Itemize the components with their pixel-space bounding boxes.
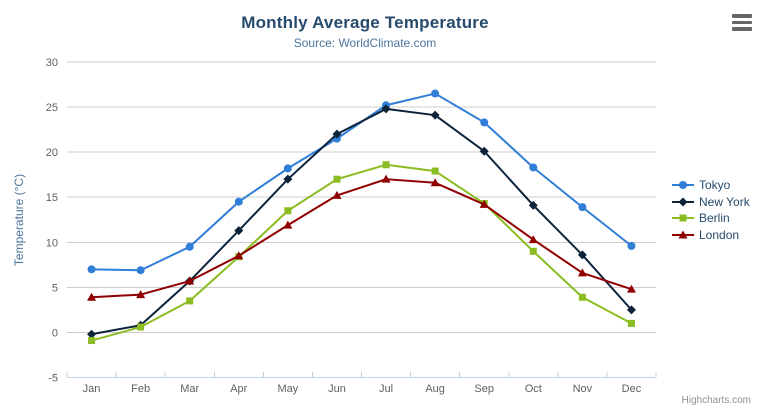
data-point-tokyo[interactable] bbox=[578, 203, 587, 212]
legend-label: Berlin bbox=[699, 211, 730, 226]
triangle-marker-icon bbox=[672, 230, 694, 239]
data-point-tokyo[interactable] bbox=[87, 265, 96, 274]
data-point-london[interactable] bbox=[283, 220, 293, 229]
data-point-london[interactable] bbox=[381, 174, 391, 183]
data-point-new-york[interactable] bbox=[479, 146, 489, 156]
y-axis-label: 20 bbox=[46, 147, 58, 159]
series-london bbox=[87, 174, 636, 301]
data-point-new-york[interactable] bbox=[430, 110, 440, 120]
data-point-tokyo[interactable] bbox=[627, 241, 636, 250]
y-axis-label: 25 bbox=[46, 102, 58, 114]
diamond-marker-icon bbox=[672, 197, 694, 207]
x-axis-label: Apr bbox=[230, 383, 247, 395]
legend-item-tokyo[interactable]: Tokyo bbox=[672, 177, 750, 194]
x-axis-label: Sep bbox=[474, 383, 494, 395]
diamond-marker-glyph bbox=[678, 197, 688, 207]
data-point-new-york[interactable] bbox=[332, 129, 342, 139]
hamburger-icon bbox=[732, 27, 752, 31]
y-axis-label: 0 bbox=[52, 327, 58, 339]
data-point-new-york[interactable] bbox=[626, 305, 636, 315]
hamburger-icon bbox=[732, 20, 752, 24]
data-point-tokyo[interactable] bbox=[234, 197, 243, 206]
data-point-london[interactable] bbox=[430, 178, 440, 187]
x-axis-label: Jul bbox=[379, 383, 393, 395]
data-point-london[interactable] bbox=[479, 199, 489, 208]
y-axis-label: 10 bbox=[46, 237, 58, 249]
y-axis-title: Temperature (°C) bbox=[12, 173, 26, 267]
x-axis-label: Aug bbox=[425, 383, 445, 395]
data-point-new-york[interactable] bbox=[87, 329, 97, 339]
square-marker-glyph bbox=[679, 214, 687, 222]
data-point-berlin[interactable] bbox=[186, 297, 194, 305]
x-axis-label: May bbox=[277, 383, 298, 395]
highcharts-credit-link[interactable]: Highcharts.com bbox=[681, 395, 751, 406]
data-point-berlin[interactable] bbox=[284, 207, 292, 215]
data-point-london[interactable] bbox=[577, 268, 587, 277]
data-point-london[interactable] bbox=[185, 276, 195, 285]
data-point-tokyo[interactable] bbox=[136, 266, 145, 275]
data-point-berlin[interactable] bbox=[529, 247, 537, 255]
legend-label: Tokyo bbox=[699, 178, 731, 193]
legend-item-new-york[interactable]: New York bbox=[672, 194, 750, 211]
x-axis-label: Jan bbox=[83, 383, 101, 395]
data-point-berlin[interactable] bbox=[137, 323, 145, 331]
data-point-london[interactable] bbox=[136, 290, 146, 299]
x-axis-label: Dec bbox=[622, 383, 642, 395]
legend-item-london[interactable]: London bbox=[672, 227, 750, 244]
data-point-berlin[interactable] bbox=[627, 319, 635, 327]
data-point-tokyo[interactable] bbox=[480, 118, 489, 127]
circle-marker-glyph bbox=[679, 181, 687, 190]
data-point-tokyo[interactable] bbox=[185, 242, 194, 251]
data-point-london[interactable] bbox=[234, 251, 244, 260]
legend: Tokyo New York Berlin London bbox=[672, 177, 750, 243]
context-menu-button[interactable] bbox=[728, 10, 756, 34]
x-axis-label: Mar bbox=[180, 383, 199, 395]
data-point-london[interactable] bbox=[626, 284, 636, 293]
data-point-tokyo[interactable] bbox=[529, 163, 538, 172]
series-line-berlin bbox=[90, 163, 633, 342]
series-tokyo bbox=[87, 89, 636, 275]
data-point-berlin[interactable] bbox=[382, 161, 390, 169]
square-marker-icon bbox=[672, 214, 694, 222]
x-axis-label: Nov bbox=[573, 383, 593, 395]
legend-item-berlin[interactable]: Berlin bbox=[672, 210, 750, 227]
y-axis-label: 30 bbox=[46, 57, 58, 69]
data-point-berlin[interactable] bbox=[578, 293, 586, 301]
y-axis-label: 15 bbox=[46, 192, 58, 204]
x-axis-label: Feb bbox=[131, 383, 150, 395]
series-line-tokyo bbox=[90, 92, 633, 272]
data-point-tokyo[interactable] bbox=[431, 89, 440, 98]
legend-label: London bbox=[699, 227, 740, 242]
hamburger-icon bbox=[732, 14, 752, 18]
data-point-new-york[interactable] bbox=[577, 250, 587, 260]
x-axis-label: Jun bbox=[328, 383, 346, 395]
y-axis-label: 5 bbox=[52, 282, 58, 294]
data-point-london[interactable] bbox=[528, 235, 538, 244]
y-axis-label: -5 bbox=[48, 373, 58, 385]
triangle-marker-glyph bbox=[678, 230, 688, 239]
circle-marker-icon bbox=[672, 181, 694, 190]
series-line-london bbox=[90, 178, 633, 299]
x-axis-label: Oct bbox=[525, 383, 542, 395]
data-point-london[interactable] bbox=[332, 190, 342, 199]
data-point-berlin[interactable] bbox=[333, 175, 341, 183]
data-point-berlin[interactable] bbox=[88, 337, 96, 345]
data-point-london[interactable] bbox=[87, 292, 97, 301]
series-line-new-york bbox=[90, 107, 633, 336]
data-point-new-york[interactable] bbox=[283, 174, 293, 184]
data-point-new-york[interactable] bbox=[528, 200, 538, 210]
data-point-new-york[interactable] bbox=[381, 104, 391, 114]
data-point-berlin[interactable] bbox=[431, 167, 439, 175]
series-new-york bbox=[87, 104, 636, 339]
data-point-tokyo[interactable] bbox=[283, 164, 292, 173]
data-point-new-york[interactable] bbox=[234, 226, 244, 236]
legend-label: New York bbox=[699, 194, 750, 209]
chart-title: Monthly Average Temperature bbox=[241, 13, 489, 32]
chart-subtitle: Source: WorldClimate.com bbox=[293, 36, 437, 50]
